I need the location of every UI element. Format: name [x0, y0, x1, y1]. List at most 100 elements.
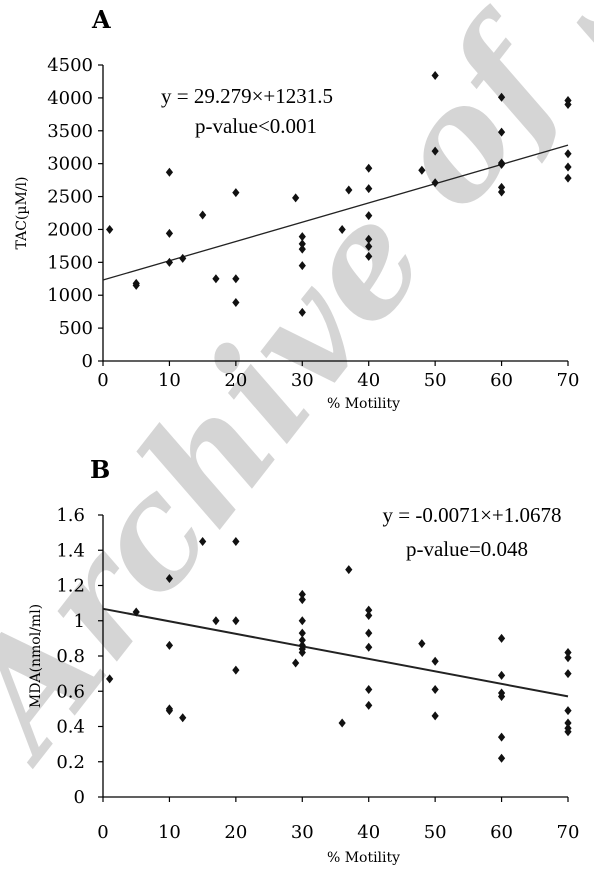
- y-tick-label: 4500: [47, 55, 93, 76]
- panel-b: B 0 0.2 0.4 0.6 0.8 1 1.2 1.4 1.6 0 10 20 30 40 50 60 70%…: [28, 455, 579, 866]
- y-tick-label: 0: [82, 351, 93, 372]
- x-tick-label: 30: [291, 822, 314, 843]
- data-point: [497, 159, 506, 169]
- y-tick-label: 1.6: [56, 505, 85, 526]
- data-point: [106, 224, 114, 234]
- regression-equation: y = 29.279×+1231.5: [161, 84, 333, 108]
- x-tick-label: 70: [557, 370, 580, 391]
- panel-a: A 0 500 1000 1500 2000 2500 3000 3500 4000 4500 0 10…: [14, 5, 579, 412]
- x-tick-label: 10: [158, 370, 181, 391]
- y-axis-label: MDA(nmol/ml): [28, 604, 44, 708]
- data-point: [232, 536, 240, 546]
- x-tick-label: 40: [357, 822, 380, 843]
- y-tick-label: 500: [59, 318, 93, 339]
- y-tick-label: 0.8: [56, 646, 85, 667]
- data-point: [232, 274, 240, 284]
- data-point: [564, 647, 572, 657]
- equation-box: [368, 500, 562, 572]
- x-tick-label: 50: [424, 822, 447, 843]
- data-point: [431, 656, 439, 666]
- data-point: [365, 610, 373, 620]
- y-tick-label: 1: [74, 611, 85, 632]
- data-point: [564, 162, 572, 172]
- y-tick-label: 1000: [47, 285, 93, 306]
- data-point: [212, 616, 220, 626]
- data-point: [298, 635, 306, 645]
- data-point: [431, 71, 439, 81]
- data-point: [338, 224, 346, 234]
- y-tick-label: 0.4: [56, 717, 85, 738]
- data-point: [365, 642, 373, 652]
- x-axis-label: % Motility: [327, 850, 400, 866]
- x-tick-label: 70: [557, 822, 580, 843]
- data-point: [232, 297, 240, 307]
- x-tick-label: 20: [224, 822, 247, 843]
- data-point: [365, 211, 373, 221]
- x-tick-label: 50: [424, 370, 447, 391]
- data-point: [431, 178, 439, 188]
- data-point: [199, 210, 207, 220]
- data-point: [232, 188, 240, 198]
- data-point: [165, 706, 174, 716]
- x-tick-label: 0: [97, 370, 108, 391]
- p-value-label: p-value<0.001: [195, 114, 317, 138]
- y-tick-label: 4000: [47, 88, 93, 109]
- data-point: [165, 573, 174, 583]
- data-point: [298, 616, 306, 626]
- y-tick-label: 1500: [47, 252, 93, 273]
- y-tick-label: 1.4: [56, 540, 85, 561]
- data-point: [365, 700, 373, 710]
- data-point: [298, 244, 306, 254]
- data-point: [365, 184, 373, 194]
- data-point: [365, 234, 373, 244]
- data-point: [497, 670, 506, 680]
- data-point: [497, 732, 506, 742]
- data-point: [365, 163, 373, 173]
- data-point: [418, 639, 426, 649]
- y-tick-label: 0: [74, 787, 85, 808]
- data-point: [338, 718, 346, 728]
- data-point: [298, 232, 306, 242]
- x-axis-label: % Motility: [327, 396, 400, 412]
- x-tick-label: 40: [357, 370, 380, 391]
- x-tick-label: 0: [97, 822, 108, 843]
- x-tick-label: 30: [291, 370, 314, 391]
- data-point: [564, 718, 572, 728]
- data-point: [179, 253, 187, 263]
- data-point: [497, 187, 506, 197]
- trendline: [102, 607, 569, 698]
- data-point: [298, 307, 306, 317]
- data-point: [497, 692, 506, 702]
- data-point: [564, 669, 572, 679]
- data-point: [232, 616, 240, 626]
- data-point: [564, 653, 572, 663]
- y-tick-label: 1.2: [56, 576, 85, 597]
- equation-box: [146, 73, 368, 155]
- y-tick-label: 2000: [47, 219, 93, 240]
- data-point: [179, 713, 187, 723]
- data-point: [298, 628, 306, 638]
- data-point: [431, 684, 439, 694]
- data-point: [298, 595, 306, 605]
- data-point: [365, 684, 373, 694]
- y-tick-label: 3500: [47, 121, 93, 142]
- data-point: [132, 278, 140, 288]
- y-tick-label: 0.2: [56, 752, 85, 773]
- x-tick-label: 60: [490, 370, 513, 391]
- data-point: [298, 589, 306, 599]
- data-point: [564, 149, 572, 159]
- data-point: [365, 242, 373, 252]
- p-value-label: p-value=0.048: [406, 537, 528, 561]
- data-point: [497, 633, 506, 643]
- y-tick-label: 2500: [47, 187, 93, 208]
- y-axis-label: TAC(µM/l): [14, 177, 30, 250]
- data-point: [497, 753, 506, 763]
- data-point: [298, 261, 306, 271]
- data-point: [365, 628, 373, 638]
- data-point: [431, 711, 439, 721]
- data-point: [497, 182, 506, 192]
- data-point: [298, 647, 306, 657]
- data-point: [365, 251, 373, 261]
- data-point: [418, 165, 426, 175]
- data-point: [212, 274, 220, 284]
